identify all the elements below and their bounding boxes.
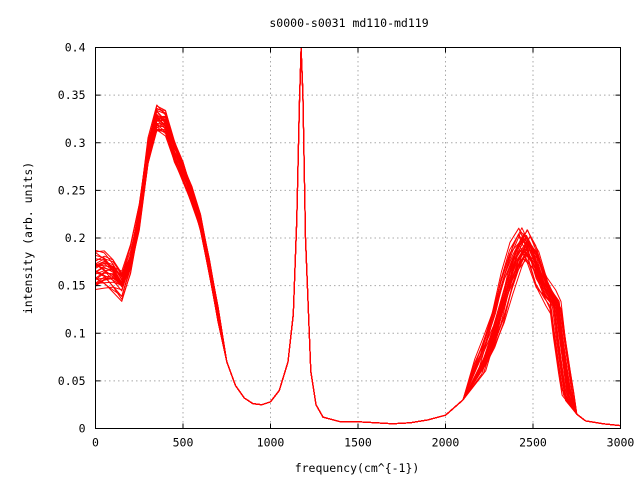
x-tick-label: 0 (92, 436, 99, 450)
x-tick-label: 500 (173, 436, 194, 450)
y-tick-label: 0.2 (65, 231, 86, 245)
x-tick-label: 3000 (607, 436, 635, 450)
x-tick-label: 1500 (344, 436, 372, 450)
series-lines (95, 47, 621, 427)
y-tick-label: 0.25 (58, 183, 86, 197)
x-axis-label: frequency(cm^{-1}) (295, 461, 420, 475)
axis-ticks: 0 0.05 0.1 0.15 0.2 0.25 0.3 0.35 0.4 0 500 1000 150… (58, 41, 635, 450)
y-tick-label: 0.1 (65, 326, 86, 340)
y-axis-label: intensity (arb. units) (21, 162, 35, 314)
chart-title: s0000-s0031 md110-md119 (269, 16, 428, 30)
x-tick-label: 2500 (519, 436, 547, 450)
y-tick-label: 0.35 (58, 88, 86, 102)
y-tick-label: 0.05 (58, 374, 86, 388)
y-tick-label: 0 (79, 422, 86, 436)
y-tick-label: 0.4 (65, 41, 86, 55)
y-tick-label: 0.3 (65, 136, 86, 150)
series-line (95, 49, 621, 427)
grid-lines (95, 47, 621, 429)
x-tick-label: 1000 (257, 436, 285, 450)
y-tick-label: 0.15 (58, 279, 86, 293)
x-tick-label: 2000 (432, 436, 460, 450)
